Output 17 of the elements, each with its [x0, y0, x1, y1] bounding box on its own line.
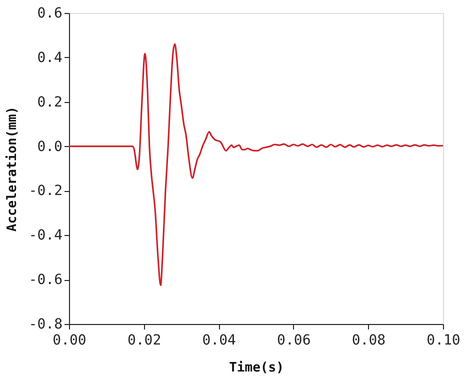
x-tick-label: 0.02 [127, 332, 162, 348]
x-tick-label: 0.00 [52, 332, 86, 348]
y-tick-label: -0.6 [28, 272, 62, 288]
x-tick-label: 0.06 [277, 332, 311, 348]
y-tick-label: -0.8 [28, 316, 62, 332]
y-tick-label: -0.2 [28, 183, 62, 200]
y-tick-label: -0.4 [28, 228, 62, 244]
y-tick-label: 0.2 [37, 94, 62, 110]
x-tick-label: 0.08 [352, 332, 386, 348]
x-tick-label: 0.10 [426, 332, 460, 348]
line-series [68, 43, 444, 286]
y-tick-label: 0.4 [37, 50, 62, 66]
y-tick-label: 0.6 [37, 6, 62, 22]
x-tick-label: 0.04 [202, 332, 236, 348]
x-axis-title: Time(s) [229, 360, 284, 376]
y-tick-label: 0.0 [37, 138, 62, 155]
y-axis-title: Acceleration(mm) [4, 106, 20, 232]
